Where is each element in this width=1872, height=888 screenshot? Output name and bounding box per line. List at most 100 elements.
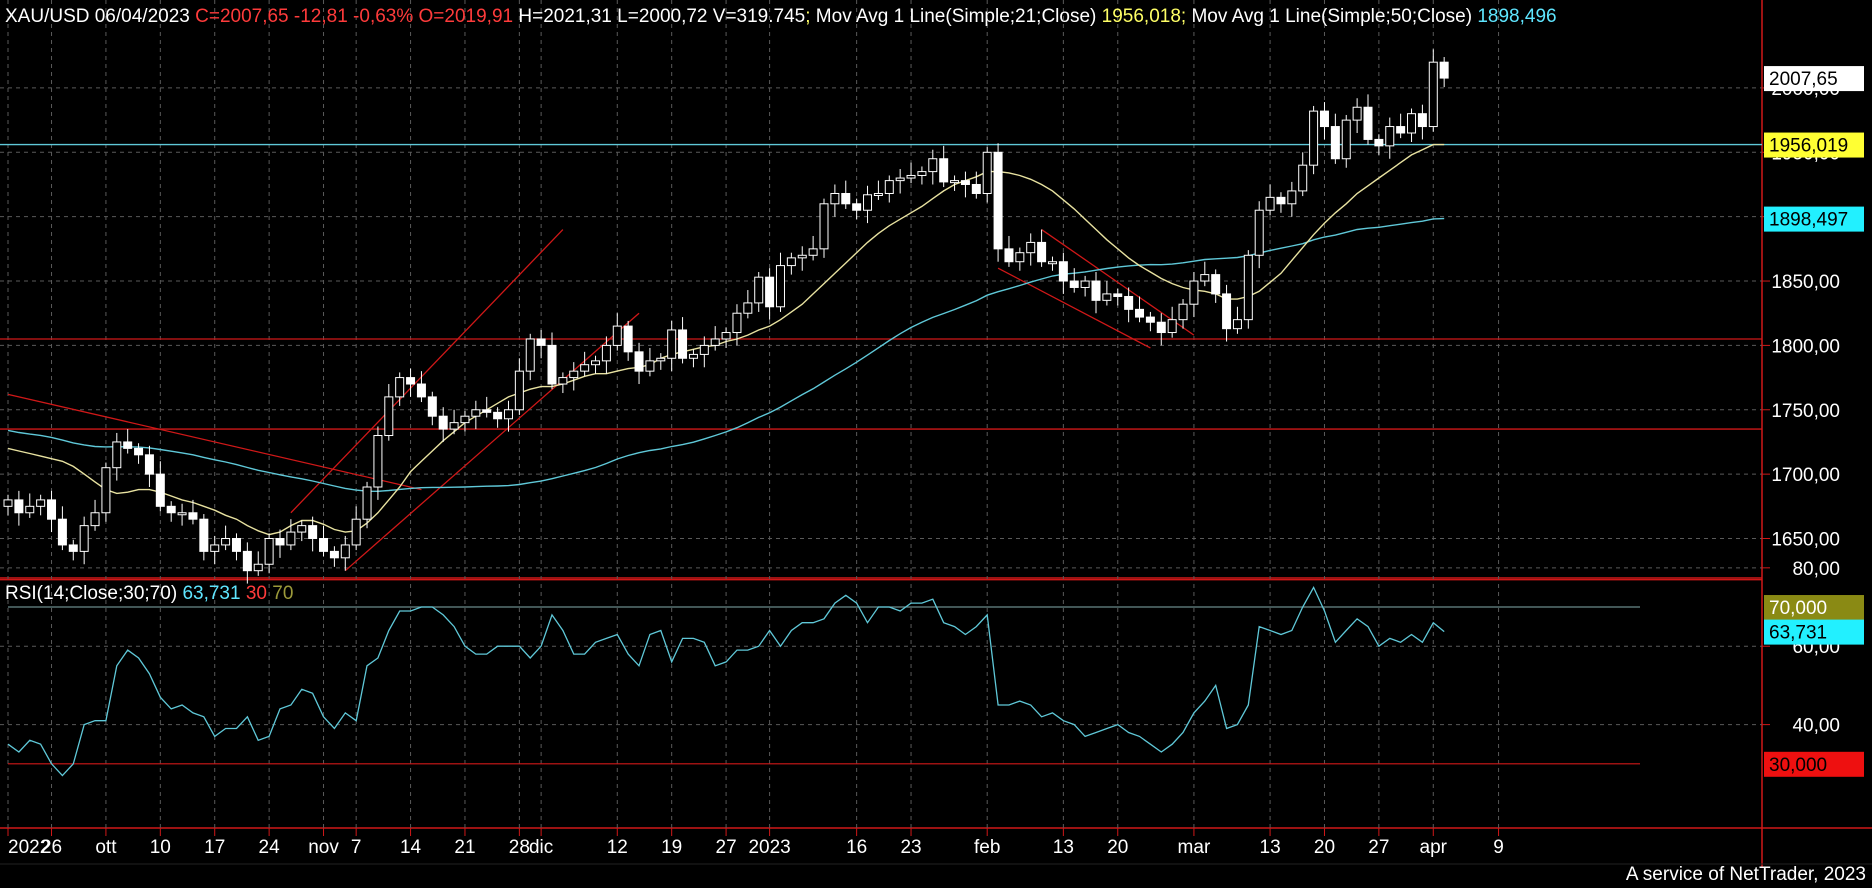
candle-body (166, 505, 176, 514)
date-tick-label: 13 (1260, 837, 1281, 858)
price-tick-label: 1850,00 (1771, 272, 1840, 293)
ma50-line (7, 217, 1445, 493)
candle-body (3, 499, 13, 507)
candle-body (1113, 293, 1123, 297)
candle-body (188, 512, 198, 520)
candle-body (667, 329, 677, 359)
candle-body (1319, 110, 1329, 128)
candle-body (362, 486, 372, 520)
candle-body (438, 415, 448, 430)
candle-body (1363, 106, 1373, 140)
candle-body (1047, 261, 1057, 265)
rsi-level-tag-bg (1764, 595, 1864, 621)
candle-body (601, 344, 611, 362)
candle-body (536, 338, 546, 346)
candle-body (688, 353, 698, 359)
candle-body (25, 505, 35, 514)
date-tick-label: 21 (454, 837, 475, 858)
candle-body (1167, 319, 1177, 334)
candle-body (906, 174, 916, 179)
date-tick-label: 14 (400, 837, 422, 858)
date-tick-label: 27 (716, 837, 737, 858)
date-tick-label: 20 (1107, 837, 1128, 858)
candle-body (1352, 106, 1362, 121)
trendline (7, 393, 422, 491)
date-tick-label: 24 (259, 837, 281, 858)
candle-body (1341, 119, 1351, 160)
price-tick-label: 1650,00 (1771, 530, 1840, 551)
rsi-high: 70 (272, 583, 294, 604)
candle-body (155, 473, 165, 507)
date-tick-label: 10 (150, 837, 171, 858)
date-tick-label: apr (1420, 837, 1448, 858)
candle-body (895, 177, 905, 182)
candle-body (634, 351, 644, 372)
candle-body (1037, 241, 1047, 263)
candle-body (199, 518, 209, 552)
rsi-level-tag: 70,000 (1769, 598, 1827, 619)
candle-body (765, 276, 775, 308)
rsi-tick-label: 40,00 (1792, 716, 1840, 737)
candle-body (427, 396, 437, 417)
date-tick-label: 20 (1314, 837, 1335, 858)
candle-body (112, 441, 122, 469)
candle-body (884, 180, 894, 194)
candle-body (1156, 321, 1166, 334)
rsi-current-tag-bg (1764, 619, 1864, 645)
candle-body (36, 499, 46, 507)
date-tick-label: 27 (1368, 837, 1389, 858)
candle-body (90, 512, 100, 527)
price-tag-bg (1764, 132, 1864, 158)
candle-body (1265, 196, 1275, 211)
rsi-level-tag-bg (1764, 751, 1864, 777)
date-tick-label: 2023 (748, 837, 790, 858)
candle-body (1102, 293, 1112, 301)
candle-body (1145, 316, 1155, 323)
footer-credit: A service of NetTrader, 2023 (1625, 864, 1866, 885)
candle-body (591, 360, 601, 366)
candle-body (1178, 303, 1188, 321)
candle-body (351, 518, 361, 546)
candle-body (1396, 126, 1406, 134)
candle-body (775, 265, 785, 308)
candle-body (678, 329, 688, 359)
candle-body (47, 499, 57, 520)
candle-body (754, 276, 764, 304)
candle-body (580, 364, 590, 372)
grid-lines (0, 0, 1872, 868)
candle-body (253, 563, 263, 572)
candle-body (1124, 295, 1134, 310)
trendline (290, 229, 564, 514)
candle-body (1211, 274, 1221, 295)
date-tick-label: mar (1178, 837, 1211, 858)
candle-body (395, 377, 405, 398)
candle-body (460, 415, 470, 424)
candle-body (623, 325, 633, 353)
rsi-current-tag: 63,731 (1769, 623, 1827, 644)
candle-body (645, 360, 655, 372)
candle-body (1058, 261, 1068, 282)
candle-body (231, 538, 241, 552)
trendlines (7, 229, 1195, 572)
candle-body (841, 192, 851, 205)
candle-body (525, 338, 535, 372)
candle-body (699, 344, 709, 355)
candle-body (297, 525, 307, 533)
candle-body (1439, 61, 1449, 79)
candle-body (308, 525, 318, 540)
candle-body (449, 422, 459, 430)
date-tick-label: 16 (846, 837, 867, 858)
price-tick-label: 1800,00 (1771, 336, 1840, 357)
candle-body (471, 409, 481, 417)
date-tick-label: 7 (351, 837, 362, 858)
candle-body (797, 254, 807, 259)
candle-body (514, 370, 524, 411)
price-tick-label: 1750,00 (1771, 401, 1840, 422)
candle-body (1374, 138, 1384, 147)
rsi-low: 30 (245, 583, 267, 604)
date-tick-label: feb (974, 837, 1000, 858)
candle-body (275, 538, 285, 546)
candle-body (177, 512, 187, 516)
candle-body (319, 538, 329, 552)
rsi-header: RSI(14;Close;30;70) 63,731 30 70 (5, 583, 293, 605)
